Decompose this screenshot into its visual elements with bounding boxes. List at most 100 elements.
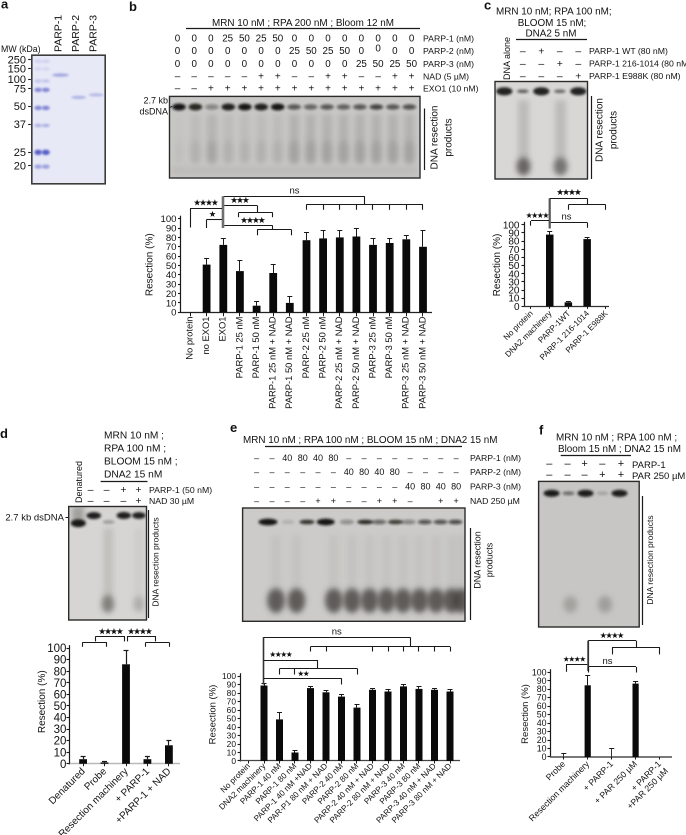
svg-text:–: – [538, 71, 544, 83]
svg-text:PARP-3 (nM): PARP-3 (nM) [470, 482, 521, 492]
svg-text:75: 75 [14, 84, 26, 96]
svg-text:–: – [300, 496, 305, 506]
svg-text:–: – [454, 453, 459, 463]
svg-text:+: + [375, 84, 381, 95]
svg-text:0: 0 [409, 33, 415, 44]
svg-text:+: + [275, 71, 281, 82]
svg-text:0: 0 [175, 59, 181, 70]
svg-text:PARP-1 216-1014 (80 nM): PARP-1 216-1014 (80 nM) [589, 59, 686, 69]
svg-text:100: 100 [8, 74, 26, 86]
svg-text:0: 0 [231, 756, 236, 766]
svg-text:0: 0 [392, 46, 398, 57]
svg-text:40: 40 [436, 482, 446, 492]
svg-text:NAD 30 µM: NAD 30 µM [149, 496, 194, 506]
svg-text:ns: ns [561, 212, 571, 223]
svg-text:PARP-3: PARP-3 [88, 15, 100, 52]
svg-text:+: + [308, 84, 314, 95]
svg-text:+: + [342, 84, 348, 95]
svg-text:f: f [539, 423, 544, 438]
svg-text:PARP-3 50 nM + NAD: PARP-3 50 nM + NAD [416, 316, 427, 409]
svg-text:90: 90 [54, 655, 67, 667]
svg-text:PARP-2 25 nM + NAD: PARP-2 25 nM + NAD [333, 316, 344, 409]
svg-text:ns: ns [602, 656, 612, 667]
svg-text:–: – [362, 482, 367, 492]
svg-text:50: 50 [239, 33, 250, 44]
svg-text:PARP-3 50 nM: PARP-3 50 nM [383, 316, 394, 378]
svg-text:80: 80 [451, 482, 461, 492]
svg-text:25: 25 [389, 59, 400, 70]
svg-text:a: a [1, 0, 9, 12]
svg-text:PARP-1 50 nM + NAD: PARP-1 50 nM + NAD [283, 316, 294, 409]
svg-text:–: – [254, 482, 259, 492]
svg-text:20: 20 [227, 739, 237, 749]
svg-text:10: 10 [166, 298, 177, 309]
svg-text:–: – [346, 453, 351, 463]
svg-text:30: 30 [227, 731, 237, 741]
svg-text:RPA 100 nM ;: RPA 100 nM ; [104, 444, 166, 455]
svg-text:–: – [546, 469, 553, 481]
svg-text:0: 0 [309, 33, 315, 44]
svg-text:0: 0 [359, 46, 365, 57]
svg-text:+: + [325, 84, 331, 95]
svg-text:MRN 10 nM ; RPA 200 nM ; Bloom: MRN 10 nM ; RPA 200 nM ; Bloom 12 nM [212, 18, 394, 29]
svg-text:20: 20 [14, 160, 26, 172]
svg-text:No protein: No protein [183, 317, 194, 360]
svg-text:ns: ns [332, 627, 342, 638]
svg-text:25: 25 [356, 59, 367, 70]
svg-text:d: d [0, 426, 8, 441]
svg-text:40: 40 [54, 713, 67, 725]
svg-text:150: 150 [8, 64, 26, 76]
svg-text:+: + [438, 496, 443, 506]
svg-text:70: 70 [227, 697, 237, 707]
svg-text:DNA2 5 nM: DNA2 5 nM [525, 29, 576, 40]
svg-text:products: products [609, 111, 620, 149]
svg-text:0: 0 [242, 59, 248, 70]
svg-text:–: – [285, 496, 290, 506]
svg-text:PARP-1 (50 nM): PARP-1 (50 nM) [149, 485, 212, 495]
svg-text:20: 20 [54, 736, 67, 748]
svg-text:–: – [88, 484, 94, 496]
svg-text:PARP-1 25 nM: PARP-1 25 nM [233, 316, 244, 378]
svg-text:NAD (5 µM): NAD (5 µM) [423, 71, 469, 81]
svg-text:products: products [444, 118, 455, 156]
svg-text:–: – [269, 496, 274, 506]
svg-text:0: 0 [275, 59, 281, 70]
svg-text:50: 50 [166, 261, 177, 272]
svg-text:–: – [315, 482, 320, 492]
svg-text:40: 40 [537, 718, 547, 728]
svg-text:–: – [309, 71, 315, 82]
svg-text:80: 80 [328, 453, 338, 463]
svg-text:0: 0 [60, 759, 66, 771]
svg-text:–: – [175, 84, 181, 95]
svg-text:DNA resection products: DNA resection products [645, 515, 655, 604]
svg-text:40: 40 [227, 722, 237, 732]
svg-text:250: 250 [8, 54, 26, 66]
svg-text:–: – [315, 467, 320, 477]
svg-text:Bloom 15 nM ; DNA2 15 nM: Bloom 15 nM ; DNA2 15 nM [558, 444, 681, 455]
svg-text:0: 0 [275, 46, 281, 57]
svg-text:–: – [423, 467, 428, 477]
svg-text:+: + [292, 84, 298, 95]
svg-text:50: 50 [272, 33, 283, 44]
svg-text:90: 90 [227, 680, 237, 690]
svg-text:–: – [392, 453, 397, 463]
svg-text:50: 50 [373, 59, 384, 70]
svg-text:PARP-1 WT (80 nM): PARP-1 WT (80 nM) [589, 46, 668, 56]
svg-text:0: 0 [375, 44, 381, 55]
svg-text:20: 20 [537, 735, 547, 745]
svg-text:10: 10 [537, 744, 547, 754]
svg-text:PARP-2 50 nM + NAD: PARP-2 50 nM + NAD [350, 316, 361, 409]
svg-text:37: 37 [14, 119, 26, 131]
svg-text:+: + [325, 71, 331, 82]
svg-text:–: – [362, 496, 367, 506]
svg-text:+: + [275, 84, 281, 95]
svg-text:Resection (%): Resection (%) [492, 234, 503, 297]
svg-text:–: – [300, 482, 305, 492]
svg-text:0: 0 [514, 302, 520, 313]
svg-text:80: 80 [508, 237, 520, 248]
svg-text:–: – [599, 458, 606, 470]
svg-text:+: + [208, 84, 214, 95]
svg-text:40: 40 [344, 467, 354, 477]
svg-text:Denatured: Denatured [74, 461, 84, 503]
svg-text:0: 0 [208, 59, 214, 70]
